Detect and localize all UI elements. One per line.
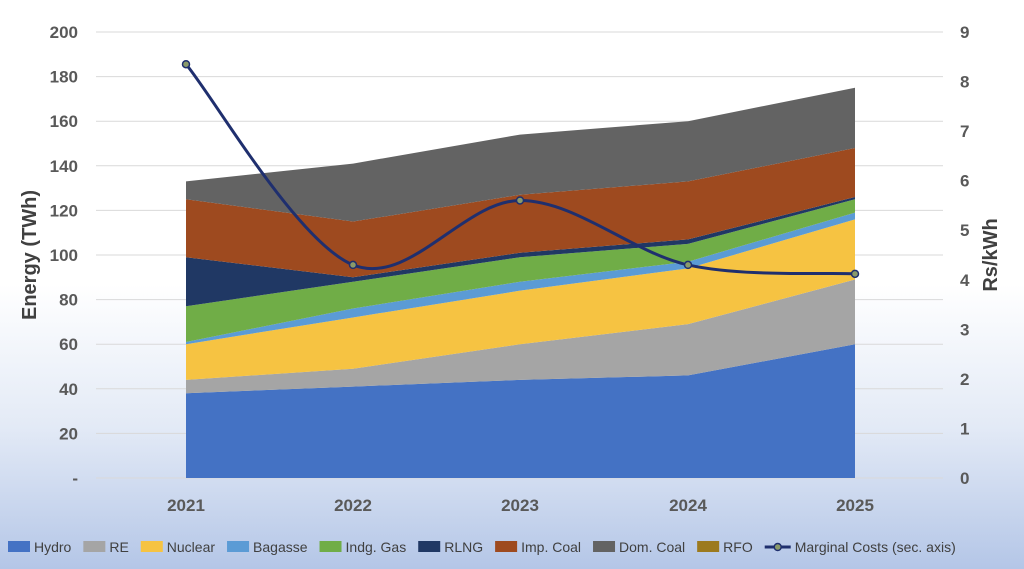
y2-tick-label: 9	[960, 23, 969, 42]
y-tick-label: 180	[50, 68, 78, 87]
area-rlng	[186, 197, 855, 307]
marginal-cost-path	[184, 63, 856, 276]
marginal-cost-point	[683, 260, 693, 270]
x-tick-label: 2023	[501, 496, 539, 515]
legend-label: Marginal Costs (sec. axis)	[795, 539, 956, 555]
legend-label: Bagasse	[253, 539, 308, 555]
legend-label: RFO	[723, 539, 753, 555]
y2-tick-label: 8	[960, 73, 969, 92]
area-nuclear	[186, 219, 855, 380]
y-tick-label: -	[72, 469, 78, 488]
axes: - 20 40 60 80 100 120 140 160 180 200 0 1 2 3 4 5 6 7 8 9 202…	[50, 23, 970, 515]
y2-tick-label: 1	[960, 419, 969, 438]
legend-swatch	[495, 541, 518, 552]
legend-swatch	[593, 541, 616, 552]
legend-label: RE	[109, 539, 128, 555]
legend-label: Dom. Coal	[619, 539, 685, 555]
y2-tick-label: 7	[960, 122, 969, 141]
x-tick-label: 2025	[836, 496, 874, 515]
y2-tick-label: 3	[960, 320, 969, 339]
legend-swatch	[697, 541, 720, 552]
area-hydro	[186, 344, 855, 478]
y-tick-label: 40	[59, 380, 78, 399]
legend-swatch	[319, 541, 342, 552]
y-axis-title: Energy (TWh)	[19, 190, 41, 320]
y2-tick-label: 0	[960, 469, 969, 488]
legend: Hydro RE Nuclear Bagasse Indg. Gas RLNG Imp. C…	[8, 539, 956, 555]
legend-swatch	[418, 541, 441, 552]
legend-label: Hydro	[34, 539, 72, 555]
y-tick-label: 160	[50, 112, 78, 131]
legend-swatch	[83, 541, 106, 552]
legend-label: RLNG	[444, 539, 483, 555]
legend-label: Nuclear	[167, 539, 216, 555]
y-tick-label: 140	[50, 157, 78, 176]
legend-line-marker	[773, 542, 782, 552]
legend-swatch	[227, 541, 250, 552]
area-bagasse	[186, 212, 855, 345]
marginal-cost-line	[181, 59, 860, 279]
x-tick-label: 2021	[167, 496, 205, 515]
marginal-cost-point	[348, 260, 358, 270]
legend-label: Imp. Coal	[521, 539, 581, 555]
marginal-cost-point	[515, 196, 525, 205]
y-tick-label: 80	[59, 291, 78, 310]
area-re	[186, 279, 855, 394]
x-tick-label: 2022	[334, 496, 372, 515]
y-tick-label: 20	[59, 424, 78, 443]
y-tick-label: 120	[50, 201, 78, 220]
y2-axis-title: Rs/kWh	[980, 218, 1002, 291]
y2-tick-label: 2	[960, 370, 969, 389]
marginal-cost-point	[181, 59, 191, 69]
marginal-cost-point	[850, 269, 860, 279]
y-tick-label: 200	[50, 23, 78, 42]
y-tick-label: 60	[59, 335, 78, 354]
y2-tick-label: 5	[960, 221, 969, 240]
legend-swatch	[8, 541, 30, 552]
legend-label: Indg. Gas	[346, 539, 407, 555]
stacked-areas	[186, 87, 855, 478]
area-imp-coal	[186, 147, 855, 278]
x-tick-label: 2024	[669, 496, 707, 515]
area-dom-coal	[186, 87, 855, 222]
y2-tick-label: 4	[960, 271, 970, 290]
area-indg-gas	[186, 199, 855, 342]
y-tick-label: 100	[50, 246, 78, 265]
y2-tick-label: 6	[960, 172, 969, 191]
legend-swatch	[140, 541, 163, 552]
